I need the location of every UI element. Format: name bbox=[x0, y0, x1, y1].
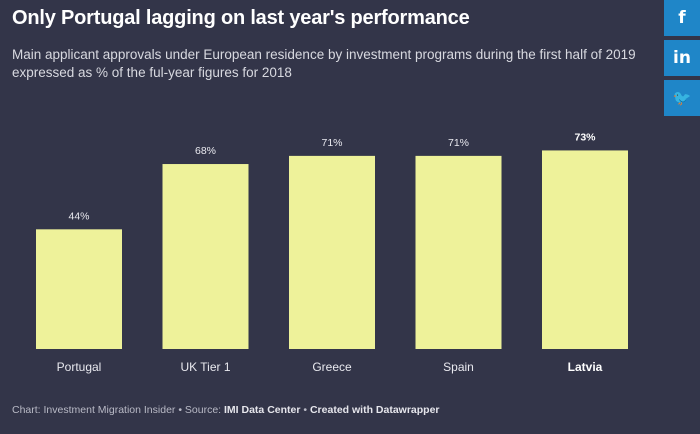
bar-latvia bbox=[542, 150, 628, 349]
value-label-spain: 71% bbox=[448, 137, 469, 149]
chart-subtitle: Main applicant approvals under European … bbox=[12, 47, 636, 80]
category-label-portugal: Portugal bbox=[57, 360, 102, 374]
chart-title: Only Portugal lagging on last year's per… bbox=[12, 7, 470, 29]
bar-spain bbox=[415, 155, 502, 349]
bar-uk-tier-1 bbox=[162, 164, 249, 349]
value-label-uk-tier-1: 68% bbox=[195, 145, 216, 157]
twitter-icon: 🐦 bbox=[672, 89, 692, 107]
facebook-icon: f bbox=[678, 8, 686, 28]
source-name: IMI Data Center bbox=[224, 404, 301, 416]
facebook-share-button[interactable]: f bbox=[664, 0, 700, 36]
category-label-spain: Spain bbox=[443, 360, 474, 374]
value-label-latvia: 73% bbox=[574, 131, 596, 143]
bar-greece bbox=[289, 155, 375, 349]
category-label-greece: Greece bbox=[312, 360, 352, 374]
created-with: Created with Datawrapper bbox=[309, 404, 440, 416]
share-sidebar: f in 🐦 bbox=[664, 0, 700, 120]
category-label-latvia: Latvia bbox=[568, 360, 603, 374]
source-prefix: Chart: Investment Migration Insider • So… bbox=[12, 404, 225, 416]
bar-portugal bbox=[36, 229, 122, 349]
value-label-greece: 71% bbox=[321, 137, 342, 149]
category-label-uk-tier-1: UK Tier 1 bbox=[180, 360, 230, 374]
linkedin-icon: in bbox=[673, 48, 691, 68]
chart-source-note: Chart: Investment Migration Insider • So… bbox=[12, 404, 440, 416]
value-label-portugal: 44% bbox=[68, 210, 89, 222]
twitter-share-button[interactable]: 🐦 bbox=[664, 80, 700, 116]
linkedin-share-button[interactable]: in bbox=[664, 40, 700, 76]
source-separator: • bbox=[300, 404, 310, 416]
